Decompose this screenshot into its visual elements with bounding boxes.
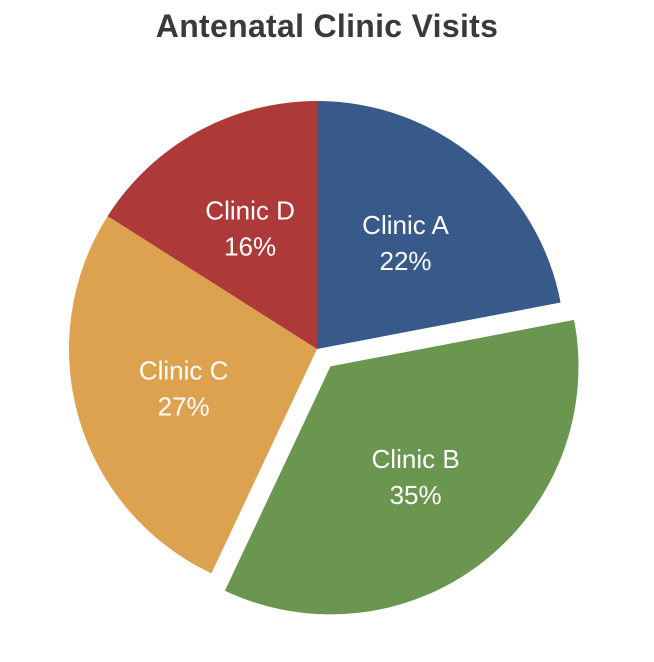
pie-slice-clinic-b [224,319,579,615]
slice-label-clinic-d: Clinic D [205,195,295,225]
slice-value-clinic-b: 35% [390,480,442,510]
slice-label-clinic-b: Clinic B [372,444,460,474]
slice-value-clinic-a: 22% [380,246,432,276]
slice-label-clinic-a: Clinic A [362,210,449,240]
slice-value-clinic-d: 16% [224,231,276,261]
pie-slice-clinic-a [317,101,561,349]
pie-labels: Clinic A 22% Clinic B 35% Clinic C 27% Clinic … [139,195,460,510]
chart-title: Antenatal Clinic Visits [155,8,499,44]
pie-slices [69,100,579,615]
slice-value-clinic-c: 27% [158,392,210,422]
slice-label-clinic-c: Clinic C [139,356,229,386]
pie-slice-clinic-d [107,100,317,349]
pie-slice-clinic-c [69,216,317,574]
